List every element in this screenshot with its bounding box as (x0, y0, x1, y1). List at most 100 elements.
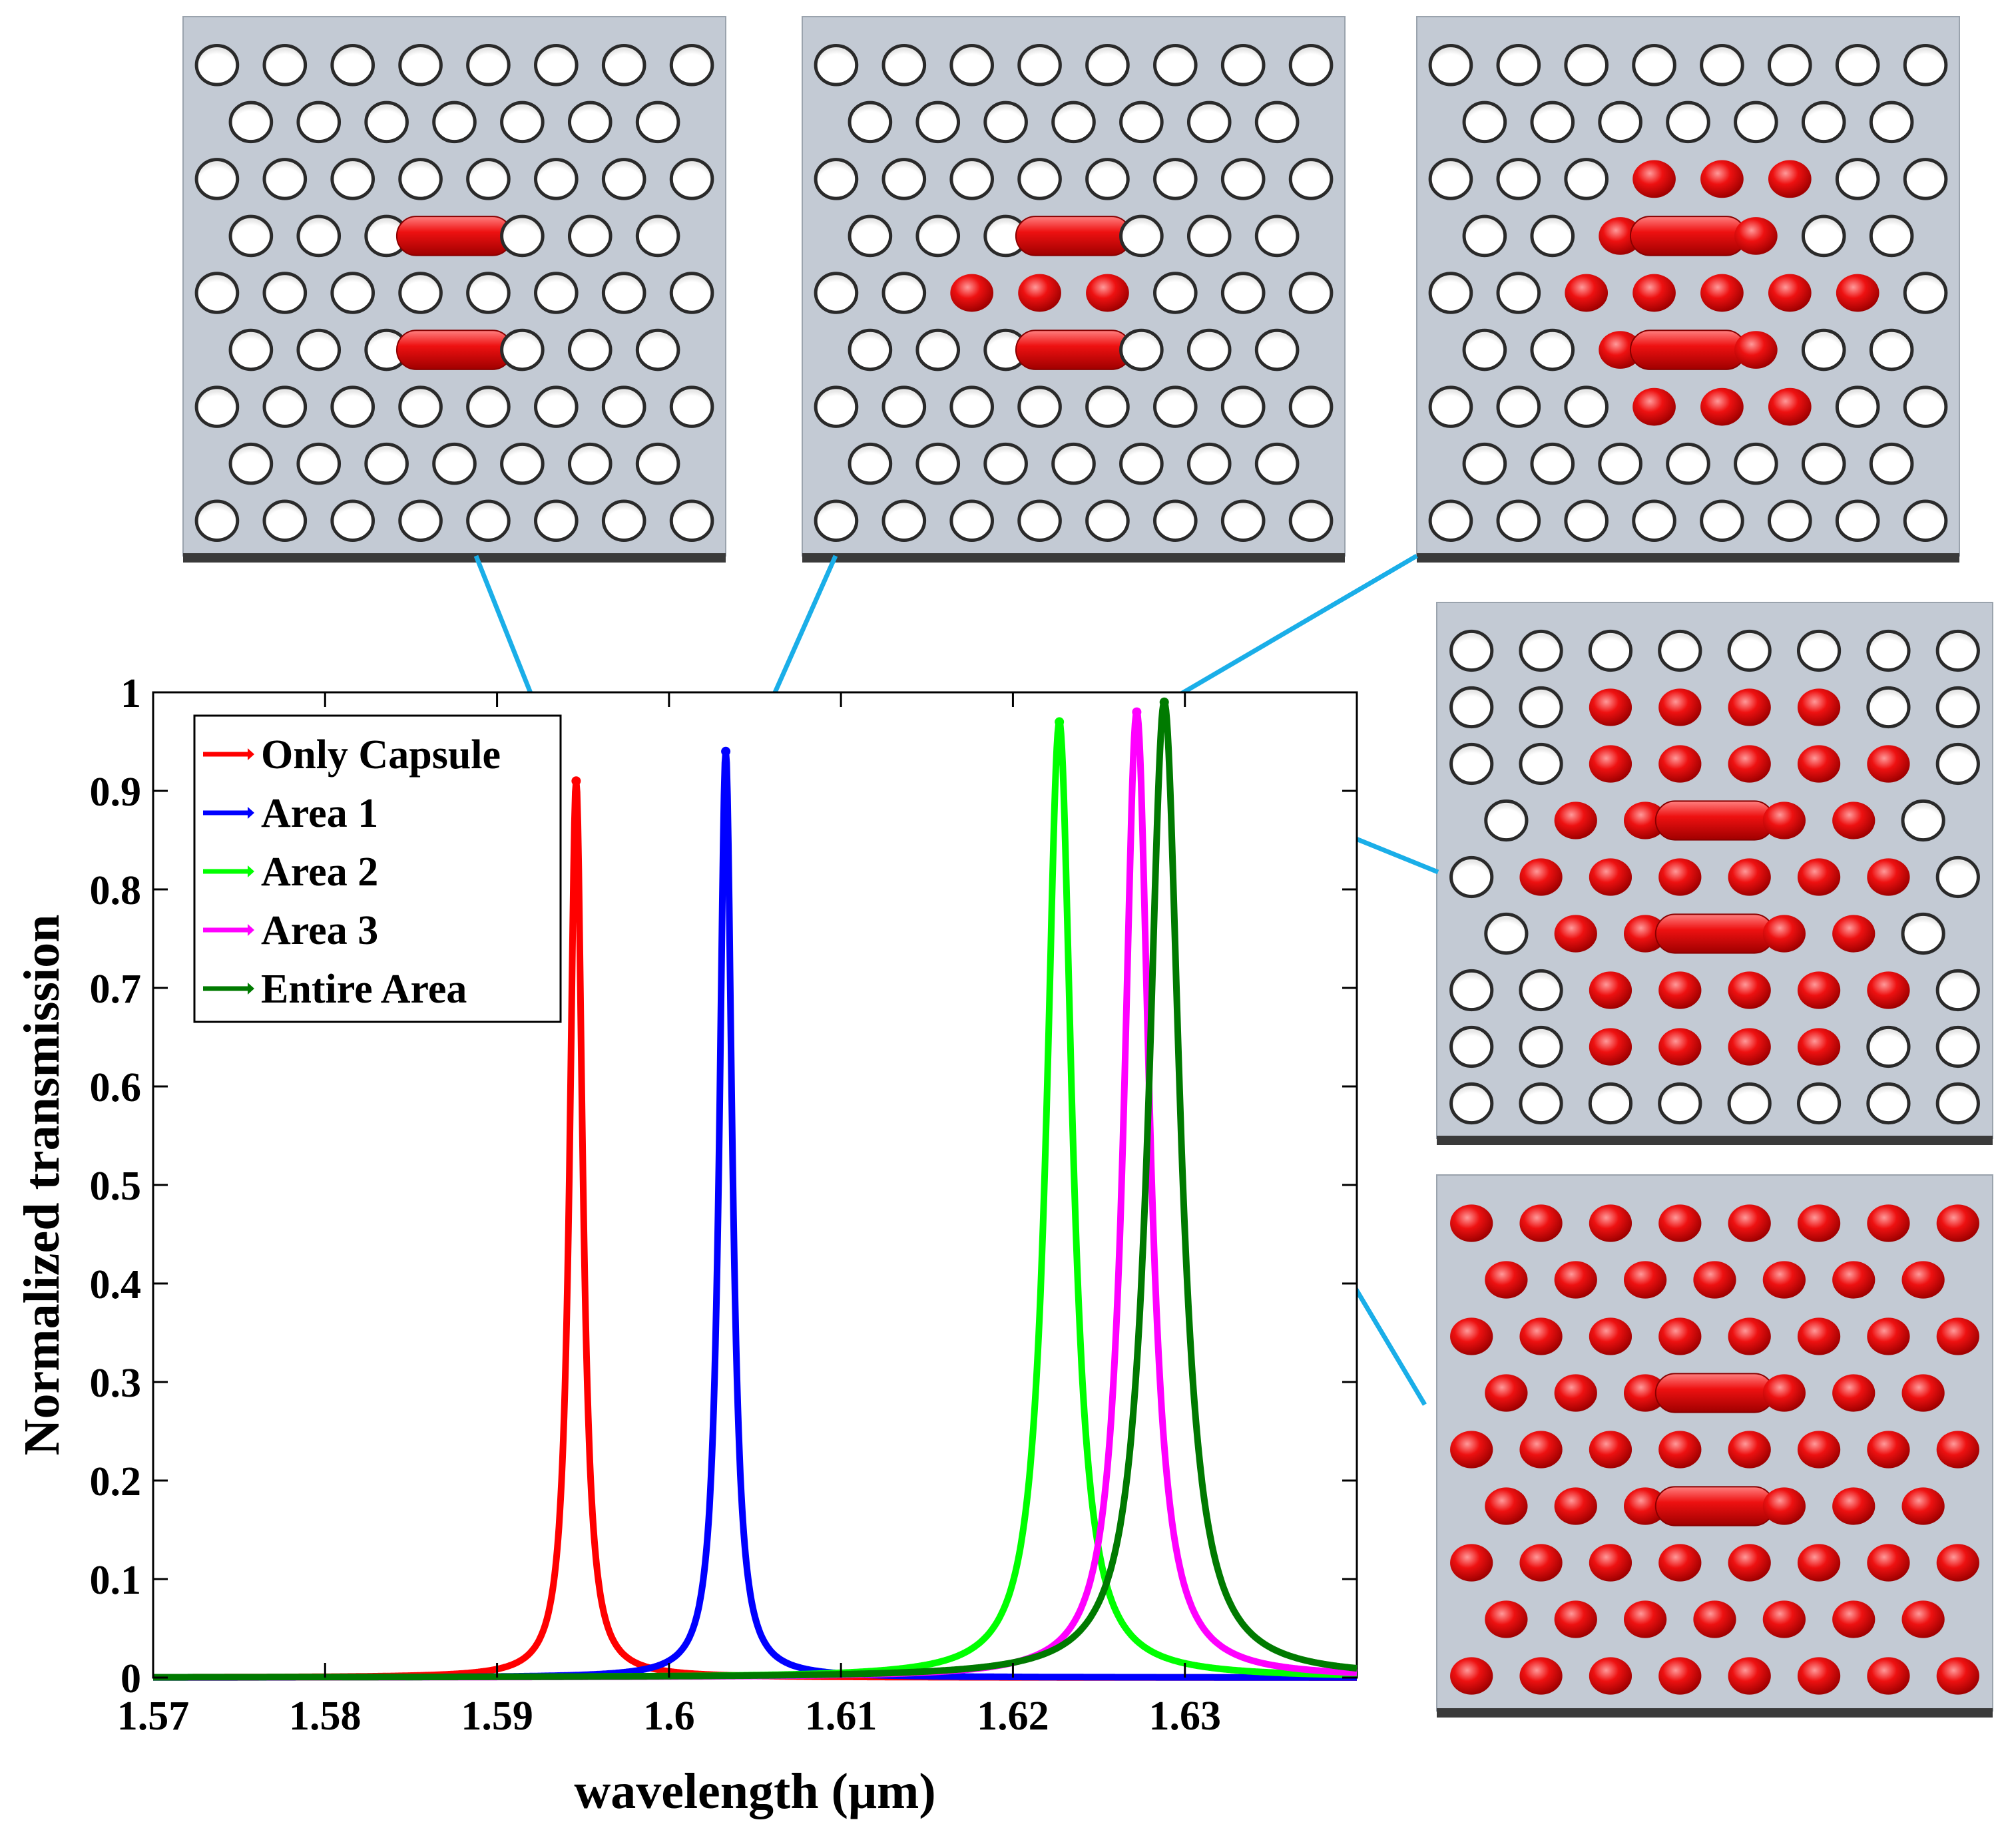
dielectric-rod (1658, 745, 1702, 783)
capsule-rod (1629, 216, 1747, 256)
air-hole (814, 272, 859, 314)
air-hole (1254, 101, 1300, 144)
series-line-4 (150, 698, 1360, 1681)
air-hole (1462, 328, 1507, 371)
dielectric-rod (1554, 802, 1597, 839)
series-lines (150, 697, 1360, 1681)
dielectric-rod (1762, 1600, 1806, 1638)
dielectric-rod (1936, 1317, 1979, 1355)
dielectric-rod (1797, 1431, 1841, 1469)
legend-marker (248, 983, 254, 995)
air-hole (1869, 442, 1914, 485)
air-hole (1519, 1082, 1563, 1125)
air-hole (1220, 272, 1266, 314)
y-tick-label: 0.2 (90, 1459, 142, 1504)
air-hole (848, 214, 893, 258)
inset-panel-3 (1436, 602, 1993, 1145)
air-hole (228, 328, 274, 371)
legend-label: Area 1 (261, 791, 378, 836)
air-hole (262, 385, 308, 428)
dielectric-rod (1693, 1600, 1736, 1638)
air-hole (364, 442, 409, 485)
air-hole (330, 499, 375, 542)
air-hole (1428, 44, 1473, 87)
dielectric-rod (1018, 274, 1061, 312)
transmission-chart: 1.57 1.58 1.59 1.6 1.61 1.62 1.63 0 0.1 0.2 0.3 0.… (14, 671, 1360, 1819)
dielectric-rod (1832, 1261, 1875, 1299)
dielectric-rod (1936, 1657, 1979, 1695)
air-hole (1496, 272, 1541, 314)
air-hole (635, 214, 680, 258)
dielectric-rod (1797, 1657, 1841, 1695)
y-tick-label: 1 (121, 671, 141, 716)
air-hole (635, 101, 680, 144)
air-hole (1017, 44, 1062, 87)
air-hole (1186, 101, 1232, 144)
air-hole (1186, 442, 1232, 485)
dielectric-rod (1728, 1028, 1771, 1066)
dielectric-rod (1867, 1431, 1910, 1469)
air-hole (1254, 214, 1300, 258)
air-hole (601, 272, 646, 314)
dielectric-rod (1519, 1204, 1563, 1242)
dielectric-rod (1700, 274, 1744, 312)
dielectric-rod (1901, 1600, 1945, 1638)
dielectric-rod (1485, 1487, 1528, 1525)
air-hole (1835, 158, 1880, 200)
inset-panel-2 (1416, 16, 1960, 563)
dielectric-rod (1728, 1657, 1771, 1695)
dielectric-rod (1867, 745, 1910, 783)
air-hole (500, 442, 545, 485)
dielectric-rod (1599, 331, 1642, 369)
air-hole (915, 214, 961, 258)
air-hole (1935, 742, 1980, 786)
air-hole (330, 158, 375, 200)
air-hole (1869, 214, 1914, 258)
air-hole (1935, 629, 1980, 672)
air-hole (949, 158, 994, 200)
series-peak-marker (1132, 707, 1142, 717)
capsule-rod (1015, 330, 1132, 370)
capsule-rod (1629, 330, 1747, 370)
air-hole (262, 499, 308, 542)
air-hole (915, 442, 961, 485)
air-hole (262, 272, 308, 314)
air-hole (1085, 158, 1130, 200)
capsule-rod (1015, 216, 1132, 256)
dielectric-rod (1901, 1487, 1945, 1525)
air-hole (194, 272, 240, 314)
inset-panel-4 (1436, 1174, 1993, 1718)
x-tick-label: 1.6 (643, 1694, 695, 1739)
dielectric-rod (1658, 858, 1702, 896)
dielectric-rod (1936, 1544, 1979, 1582)
air-hole (1734, 101, 1778, 144)
legend-label: Entire Area (261, 967, 467, 1012)
dielectric-rod (1936, 1204, 1979, 1242)
air-hole (1449, 742, 1494, 786)
air-hole (567, 328, 613, 371)
air-hole (466, 272, 511, 314)
air-hole (194, 44, 240, 87)
air-hole (1768, 499, 1812, 542)
air-hole (1700, 44, 1744, 87)
air-hole (1496, 44, 1541, 87)
air-hole (1153, 272, 1198, 314)
x-tick-label: 1.57 (117, 1694, 190, 1739)
dielectric-rod (1832, 802, 1875, 839)
x-tick-label: 1.62 (977, 1694, 1049, 1739)
capsule-rod (1654, 800, 1775, 841)
air-hole (1768, 44, 1812, 87)
air-hole (1658, 1082, 1702, 1125)
inset-edge (1437, 1136, 1993, 1145)
air-hole (398, 499, 443, 542)
air-hole (1085, 44, 1130, 87)
air-hole (432, 442, 477, 485)
dielectric-rod (1658, 1317, 1702, 1355)
dielectric-rod (1901, 1374, 1945, 1412)
dielectric-rod (1797, 971, 1841, 1009)
air-hole (1449, 855, 1494, 899)
dielectric-rod (1832, 1600, 1875, 1638)
air-hole (296, 442, 342, 485)
air-hole (500, 101, 545, 144)
air-hole (1085, 385, 1130, 428)
